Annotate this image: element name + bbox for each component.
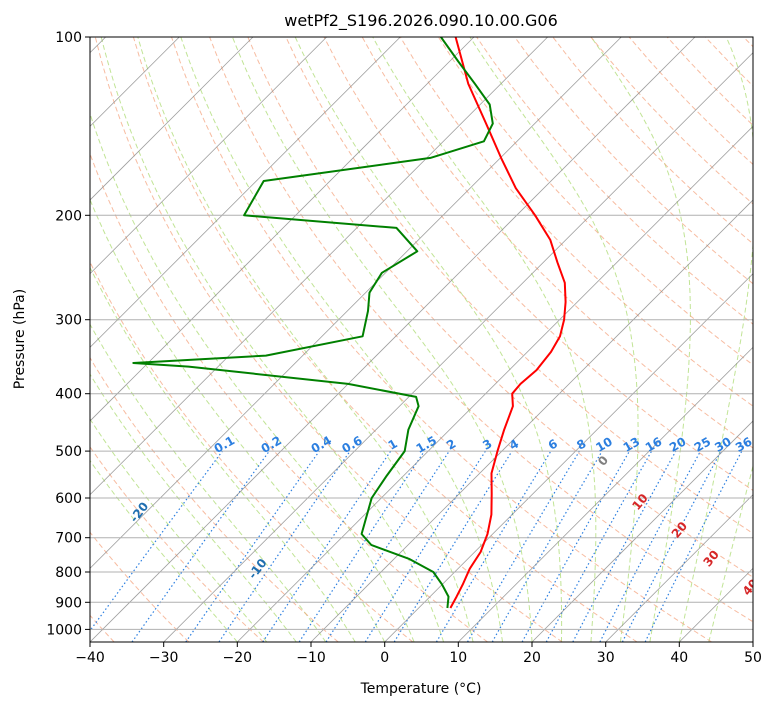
isotherm-line bbox=[531, 420, 753, 642]
x-tick-label: 0 bbox=[380, 650, 389, 666]
dry-adiabat-line bbox=[209, 37, 753, 623]
isotherm-line bbox=[458, 346, 753, 642]
x-tick-label: 20 bbox=[523, 650, 541, 666]
isotherm-line bbox=[90, 37, 401, 348]
dry-adiabat-line bbox=[285, 37, 753, 535]
x-tick-label: −40 bbox=[75, 650, 105, 666]
isotherms bbox=[90, 37, 753, 642]
isotherm-line bbox=[90, 37, 622, 569]
moist-adiabat-line bbox=[294, 37, 563, 642]
mixing-ratio-line bbox=[572, 450, 677, 642]
moist-adiabat-line bbox=[90, 459, 238, 642]
x-tick-label: −20 bbox=[223, 650, 253, 666]
isotherm-line bbox=[163, 52, 753, 642]
pressure-gridlines bbox=[90, 37, 753, 630]
moist-adiabat-line bbox=[90, 198, 386, 642]
x-tick-label: 10 bbox=[449, 650, 467, 666]
x-tick-label: −10 bbox=[296, 650, 326, 666]
moist-adiabat-line bbox=[469, 37, 639, 642]
y-axis-label: Pressure (hPa) bbox=[12, 289, 28, 389]
moist-adiabat-line bbox=[100, 37, 445, 642]
x-tick-label: −30 bbox=[149, 650, 179, 666]
x-tick-label: 40 bbox=[670, 650, 688, 666]
mixing-ratio-line bbox=[90, 450, 223, 632]
x-tick-label: 30 bbox=[597, 650, 615, 666]
y-tick-label: 200 bbox=[55, 208, 82, 224]
isotherm-line bbox=[90, 37, 254, 201]
mixing-ratio-line bbox=[131, 450, 270, 642]
dry-adiabat-line bbox=[247, 37, 753, 578]
x-axis: −40 −30 −20 −10 0 10 20 30 40 50 bbox=[75, 642, 762, 666]
y-tick-label: 400 bbox=[55, 387, 82, 403]
y-tick-label: 300 bbox=[55, 313, 82, 329]
x-tick-label: 50 bbox=[744, 650, 762, 666]
y-tick-label: 800 bbox=[55, 565, 82, 581]
moist-adiabats bbox=[90, 37, 753, 642]
plot-frame bbox=[89, 36, 754, 643]
moist-adiabat-line bbox=[90, 266, 356, 642]
moist-adiabat-line bbox=[137, 37, 474, 642]
dry-adiabat-line bbox=[361, 37, 753, 449]
mixing-ratio-line bbox=[545, 450, 653, 642]
moist-adiabat-line bbox=[372, 37, 597, 642]
moist-adiabat-line bbox=[90, 373, 297, 642]
isotherm-line bbox=[310, 199, 753, 642]
isotherm-line bbox=[90, 37, 475, 422]
isotherm-line bbox=[90, 37, 548, 496]
profile-line bbox=[132, 37, 494, 609]
dry-adiabat-line bbox=[90, 356, 339, 642]
mixing-ratio-line bbox=[393, 450, 513, 642]
mixing-ratio-line bbox=[262, 450, 392, 642]
mixing-ratio-line bbox=[644, 450, 743, 642]
mixing-ratio-label: 36 bbox=[733, 434, 754, 454]
dry-adiabat-line bbox=[90, 152, 488, 642]
moist-adiabat-line bbox=[90, 323, 327, 642]
mixing-ratio-line bbox=[325, 450, 450, 642]
mixing-ratio-line bbox=[521, 450, 631, 642]
dry-adiabat-line bbox=[171, 37, 712, 642]
moist-adiabat-line bbox=[180, 37, 503, 642]
dry-adiabat-line bbox=[399, 37, 753, 407]
chart-title: wetPf2_S196.2026.090.10.00.G06 bbox=[284, 11, 558, 31]
dry-adiabat-line bbox=[90, 446, 264, 642]
y-axis: 1000 900 800 700 600 500 400 300 200 100 bbox=[46, 30, 90, 638]
y-tick-label: 500 bbox=[55, 444, 82, 460]
dry-adiabat-line bbox=[514, 37, 753, 285]
moist-adiabat-line bbox=[678, 37, 753, 642]
dry-adiabat-line bbox=[94, 37, 563, 642]
profile-series bbox=[132, 37, 567, 609]
moist-adiabat-line bbox=[708, 464, 753, 642]
mixing-ratio-line bbox=[218, 450, 351, 642]
dry-adiabat-line bbox=[90, 531, 190, 642]
y-tick-label: 900 bbox=[55, 595, 82, 611]
dry-adiabat-line bbox=[132, 37, 638, 642]
x-axis-label: Temperature (°C) bbox=[360, 681, 482, 697]
dry-adiabat-line bbox=[437, 37, 753, 366]
y-tick-label: 1000 bbox=[46, 622, 82, 638]
moist-adiabat-line bbox=[90, 418, 268, 642]
isotherm-line bbox=[90, 37, 696, 642]
dry-adiabats bbox=[90, 37, 753, 642]
isotherm-line bbox=[90, 37, 327, 275]
mixing-ratio-lines bbox=[90, 450, 743, 642]
moist-adiabat-line bbox=[590, 37, 691, 642]
y-tick-label: 600 bbox=[55, 491, 82, 507]
isotherm-line bbox=[237, 125, 753, 642]
isotherm-line bbox=[605, 494, 753, 642]
dry-adiabat-line bbox=[323, 37, 753, 491]
mixing-ratio-line bbox=[185, 450, 320, 642]
y-tick-label: 100 bbox=[55, 30, 82, 46]
profile-line bbox=[449, 37, 567, 609]
y-tick-label: 700 bbox=[55, 531, 82, 547]
mixing-ratio-line bbox=[298, 450, 425, 642]
